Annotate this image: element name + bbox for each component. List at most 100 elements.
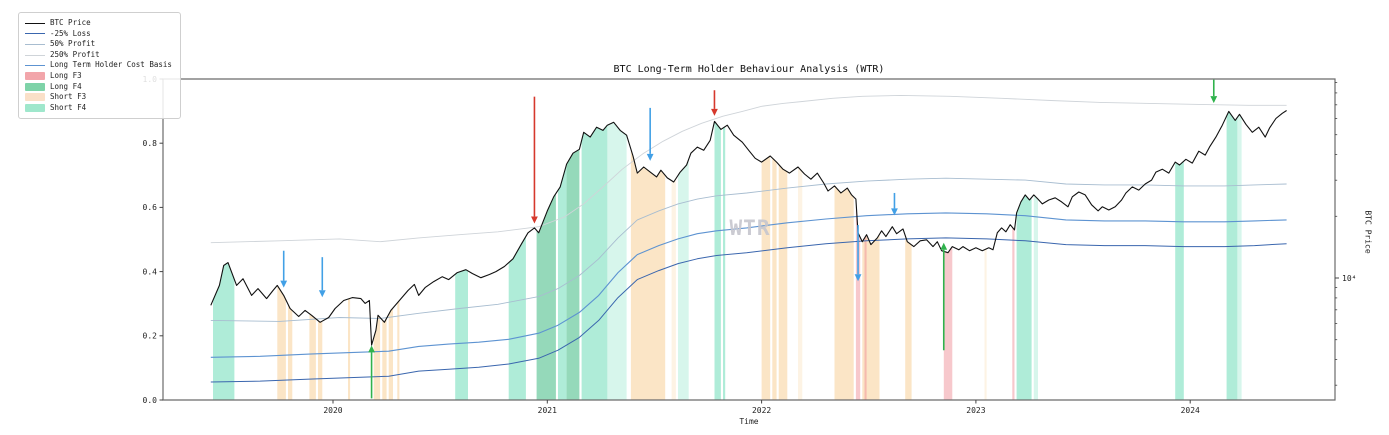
legend-swatch-line xyxy=(25,54,45,56)
arrow-red-down-3 xyxy=(531,96,538,224)
watermark: WTR xyxy=(729,216,771,240)
legend-label: BTC Price xyxy=(50,18,91,27)
arrow-blue-down-7 xyxy=(891,192,898,216)
arrow-head xyxy=(1210,96,1218,104)
band-pink xyxy=(855,199,861,400)
band-orange xyxy=(772,158,777,400)
left-tick-label-0.2: 0.2 xyxy=(143,332,158,341)
legend-item-short-f4: Short F4 xyxy=(25,103,172,114)
chart-title: BTC Long-Term Holder Behaviour Analysis … xyxy=(613,64,885,75)
band-orange xyxy=(382,318,387,400)
legend-label: Long F3 xyxy=(50,70,82,80)
legend-swatch-line xyxy=(25,33,45,35)
legend-label: Long F4 xyxy=(50,81,82,91)
legend-swatch-line xyxy=(25,65,45,67)
btc-price-line xyxy=(210,110,1287,346)
legend: BTC Price -25% Loss 50% Profit 250% Profit L… xyxy=(18,12,181,120)
band-teal xyxy=(1175,161,1184,400)
band-teal xyxy=(723,126,726,400)
legend-item-50-profit: 50% Profit xyxy=(25,39,172,50)
legend-label: Long Term Holder Cost Basis xyxy=(50,60,172,70)
band-green xyxy=(566,149,580,400)
arrow-red-down-5 xyxy=(711,90,718,116)
band-orange xyxy=(348,298,351,400)
legend-swatch-line xyxy=(25,22,45,24)
x-tick-label-2023: 2023 xyxy=(966,406,985,415)
band-teal xyxy=(1226,111,1238,401)
band-teal xyxy=(508,236,526,400)
band-pink xyxy=(943,251,948,400)
band-orange_light xyxy=(671,178,676,400)
band-orange xyxy=(277,285,286,400)
band-pink xyxy=(1012,227,1015,400)
x-tick-label-2024: 2024 xyxy=(1181,406,1200,415)
legend-item--25-loss: -25% Loss xyxy=(25,29,172,40)
band-teal xyxy=(558,164,567,400)
legend-swatch-line xyxy=(25,43,45,45)
legend-swatch-patch xyxy=(25,72,45,81)
arrow-blue-down-0 xyxy=(280,250,288,288)
band-orange_light xyxy=(798,167,803,400)
line--25-loss xyxy=(210,237,1287,383)
band-orange xyxy=(318,320,323,400)
arrow-blue-down-4 xyxy=(646,107,654,161)
legend-swatch-patch xyxy=(25,82,45,91)
line-250-profit xyxy=(210,94,1287,244)
left-tick-label-0.6: 0.6 xyxy=(143,203,158,212)
band-orange xyxy=(905,235,912,400)
plot-border xyxy=(162,78,1336,401)
left-tick-label-0.4: 0.4 xyxy=(143,267,158,276)
band-teal_light xyxy=(678,159,689,400)
line-long-term-holder-cost-basis xyxy=(210,212,1287,358)
arrow-head xyxy=(891,208,898,216)
x-axis-label: Time xyxy=(739,417,759,426)
arrow-green-down-9 xyxy=(1210,79,1218,104)
band-pink xyxy=(864,234,867,400)
band-orange xyxy=(388,308,393,400)
band-teal xyxy=(213,262,235,400)
band-orange xyxy=(373,315,381,400)
band-teal_light xyxy=(1033,194,1038,400)
band-teal xyxy=(1016,194,1032,400)
arrow-green-up-8 xyxy=(940,242,948,351)
legend-label: 50% Profit xyxy=(50,39,96,49)
arrow-head xyxy=(940,242,948,250)
arrow-head xyxy=(531,216,538,224)
band-teal_light xyxy=(1237,114,1242,401)
band-orange xyxy=(309,313,316,400)
legend-label: -25% Loss xyxy=(50,28,91,38)
legend-item-long-f3: Long F3 xyxy=(25,71,172,82)
x-tick-label-2021: 2021 xyxy=(538,406,557,415)
legend-item-btc-price: BTC Price xyxy=(25,18,172,29)
legend-item-long-f4: Long F4 xyxy=(25,82,172,93)
band-orange xyxy=(778,164,788,400)
left-tick-label-0.8: 0.8 xyxy=(143,139,158,148)
arrow-head xyxy=(854,274,862,282)
band-orange xyxy=(862,234,880,400)
band-green xyxy=(536,193,556,400)
line-50-profit xyxy=(210,177,1287,322)
right-tick-label-1e4: 10⁴ xyxy=(1342,274,1356,283)
band-teal xyxy=(455,269,468,400)
arrow-blue-down-6 xyxy=(854,225,862,282)
band-teal_light xyxy=(607,122,627,401)
arrow-green-up-2 xyxy=(368,345,375,399)
band-teal xyxy=(714,121,721,401)
legend-item-long-term-holder-cost-basis: Long Term Holder Cost Basis xyxy=(25,60,172,71)
arrow-head xyxy=(711,108,718,116)
x-tick-label-2022: 2022 xyxy=(752,406,771,415)
legend-label: 250% Profit xyxy=(50,49,100,59)
legend-label: Short F4 xyxy=(50,102,87,112)
legend-item-250-profit: 250% Profit xyxy=(25,50,172,61)
x-tick-label-2020: 2020 xyxy=(323,406,342,415)
band-orange xyxy=(834,185,854,400)
arrow-head xyxy=(368,345,375,353)
arrow-head xyxy=(280,280,288,288)
legend-swatch-patch xyxy=(25,93,45,102)
arrow-head xyxy=(646,153,654,161)
left-tick-label-0.0: 0.0 xyxy=(143,396,158,405)
band-orange xyxy=(288,304,293,400)
legend-item-short-f3: Short F3 xyxy=(25,92,172,103)
